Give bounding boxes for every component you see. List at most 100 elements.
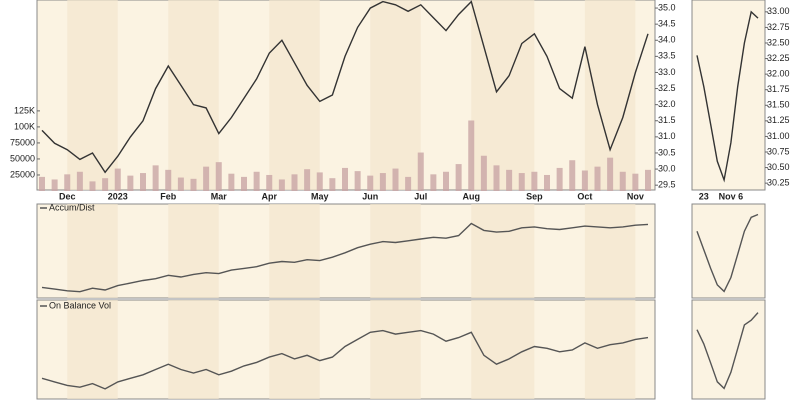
x-tick-label: 2023 — [108, 191, 128, 201]
y-tick-label: 29.5 — [658, 180, 676, 190]
volume-bar — [342, 167, 348, 191]
y-tick-label: 32.5 — [658, 83, 676, 93]
x-tick-label: Jun — [362, 191, 378, 201]
y-tick-label: 75000 — [10, 137, 35, 147]
y-tick-label: 31.50 — [767, 100, 790, 110]
volume-bar — [316, 172, 323, 191]
price-line — [41, 0, 649, 174]
volume-bar — [76, 171, 83, 191]
price-line — [696, 213, 759, 293]
volume-bar — [544, 174, 550, 191]
volume-bar — [468, 120, 475, 191]
volume-bar — [531, 171, 538, 191]
month-band — [370, 204, 421, 298]
volume-bar — [379, 173, 386, 191]
volume-bar — [266, 174, 273, 191]
price-panel — [36, 0, 656, 191]
volume-bar — [152, 165, 159, 191]
volume-bar — [278, 179, 285, 191]
volume-bar — [392, 168, 399, 191]
volume-bar — [228, 173, 235, 191]
y-tick-label: 32.25 — [767, 53, 790, 63]
volume-bar — [89, 181, 96, 191]
month-band — [67, 204, 118, 298]
x-tick-label: Nov 6 — [719, 191, 744, 201]
x-tick-label: Sep — [526, 191, 543, 201]
y-tick-label: 30.25 — [767, 178, 790, 188]
accum-dist-panel — [36, 203, 656, 299]
month-band — [168, 204, 219, 298]
volume-bar — [102, 178, 109, 191]
mini-price-panel — [691, 0, 766, 191]
x-tick-label: Oct — [577, 191, 592, 201]
y-tick-label: 32.0 — [658, 99, 676, 109]
volume-bar — [619, 171, 626, 191]
y-tick-label: 32.50 — [767, 37, 790, 47]
month-band — [370, 300, 421, 399]
volume-bar — [417, 152, 424, 191]
panel-title: On Balance Vol — [49, 300, 111, 310]
y-tick-label: 33.5 — [658, 51, 676, 61]
month-band — [471, 204, 535, 298]
y-tick-label: 125K — [14, 105, 35, 115]
x-tick-label: Mar — [211, 191, 228, 201]
volume-bar — [51, 179, 58, 191]
month-band — [584, 204, 636, 298]
volume-bar — [443, 171, 449, 191]
volume-bar — [493, 165, 500, 191]
x-tick-label: Nov — [627, 191, 644, 201]
price-line — [41, 329, 649, 390]
y-tick-label: 30.0 — [658, 163, 676, 173]
y-tick-label: 33.0 — [658, 67, 676, 77]
y-tick-label: 31.25 — [767, 115, 790, 125]
price-line — [696, 312, 759, 390]
volume-bar — [177, 177, 184, 191]
month-band — [269, 204, 320, 298]
volume-bar — [253, 171, 260, 191]
volume-bar — [581, 170, 588, 191]
month-band — [168, 0, 219, 190]
y-tick-label: 50000 — [10, 153, 35, 163]
month-band — [471, 300, 535, 399]
y-tick-label: 31.75 — [767, 84, 790, 94]
volume-bar — [632, 173, 639, 191]
mini-obv-panel — [691, 299, 766, 400]
month-band — [67, 300, 118, 399]
x-tick-label: Dec — [59, 191, 76, 201]
volume-bar — [241, 176, 247, 191]
y-tick-label: 33.00 — [767, 6, 790, 16]
volume-bar — [354, 171, 361, 191]
y-tick-label: 100K — [14, 121, 35, 131]
volume-bar — [304, 169, 311, 191]
month-band — [269, 300, 320, 399]
volume-bar — [215, 162, 222, 191]
y-tick-label: 31.0 — [658, 131, 676, 141]
volume-bar — [506, 169, 513, 191]
y-tick-label: 34.0 — [658, 35, 676, 45]
obv-panel — [36, 299, 656, 400]
x-tick-label: May — [311, 191, 329, 201]
y-tick-label: 25000 — [10, 169, 35, 179]
price-line — [41, 222, 649, 293]
y-tick-label: 32.75 — [767, 22, 790, 32]
y-tick-label: 30.5 — [658, 147, 676, 157]
month-band — [168, 300, 219, 399]
price-line — [696, 10, 759, 183]
x-tick-label: 23 — [699, 191, 709, 201]
volume-bar — [607, 157, 614, 191]
volume-bar — [291, 174, 298, 191]
volume-bar — [480, 155, 487, 191]
volume-bar — [190, 178, 197, 191]
y-tick-label: 31.5 — [658, 115, 676, 125]
x-tick-label: Apr — [262, 191, 278, 201]
month-band — [370, 0, 421, 190]
y-tick-label: 30.50 — [767, 162, 790, 172]
volume-bar — [127, 175, 134, 191]
volume-bar — [39, 176, 45, 191]
volume-bar — [594, 166, 601, 191]
volume-bar — [645, 169, 651, 191]
y-tick-label: 32.00 — [767, 69, 790, 79]
volume-bar — [64, 174, 71, 191]
x-tick-label: Aug — [463, 191, 481, 201]
